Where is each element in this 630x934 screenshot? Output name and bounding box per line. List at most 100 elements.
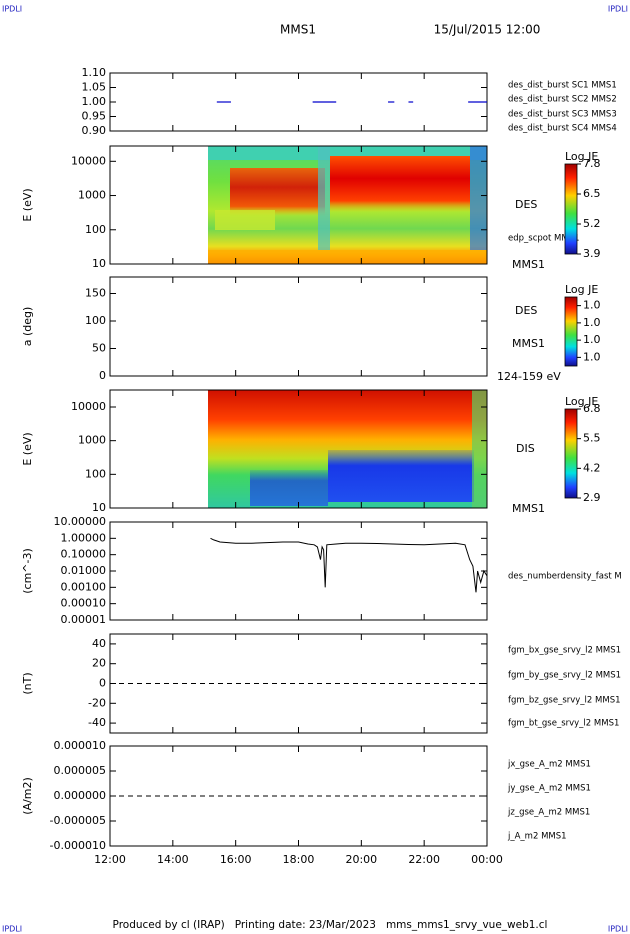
y-tick-label: 0.95: [82, 110, 107, 123]
colorbar: [564, 163, 578, 255]
panel-annotation: edp_scpot MMS1: [508, 234, 579, 244]
legend-entry: des_dist_burst SC2 MMS2: [508, 95, 617, 105]
y-tick-label: 0.00100: [61, 580, 107, 593]
legend-entry: jx_gse_A_m2 MMS1: [507, 760, 591, 770]
y-tick-label: 150: [85, 287, 106, 300]
x-tick-label: 16:00: [220, 853, 252, 866]
x-tick-label: 12:00: [94, 853, 126, 866]
y-axis-label: a (deg): [21, 307, 34, 347]
colorbar-tick-label: 7.8: [583, 157, 601, 170]
y-tick-label: 0.01000: [61, 564, 107, 577]
density-line: [210, 537, 488, 593]
y-tick-label: -0.000010: [50, 839, 106, 852]
des-spectrogram-image: [208, 146, 487, 264]
colorbar-tick-label: 5.5: [583, 432, 601, 445]
colorbar-title: Log JE: [565, 395, 598, 408]
colorbar: [564, 408, 578, 499]
y-tick-label: 20: [92, 657, 106, 670]
corner-label: IPDLI: [2, 925, 22, 934]
y-axis-label: (cm^-3): [21, 548, 34, 594]
colorbar-tick-label: 2.9: [583, 491, 601, 504]
y-tick-label: 50: [92, 342, 106, 355]
y-tick-label: -0.000005: [50, 814, 106, 827]
legend-entry: des_dist_burst SC1 MMS1: [508, 81, 617, 91]
colorbar-title: Log JE: [565, 150, 598, 163]
colorbar-title: Log JE: [565, 283, 598, 296]
legend-entry: fgm_bz_gse_srvy_l2 MMS1: [508, 696, 621, 706]
legend-entry: des_numberdensity_fast M: [508, 572, 622, 582]
y-axis-label: (nT): [21, 672, 34, 694]
colorbar-tick-label: 4.2: [583, 461, 601, 474]
y-tick-label: 10000: [71, 154, 106, 167]
y-tick-label: 100: [85, 223, 106, 236]
y-tick-label: 1.10: [82, 66, 107, 79]
panel-frame: [109, 521, 488, 621]
y-tick-label: 0.00010: [61, 597, 107, 610]
panel-frame: [109, 276, 488, 377]
y-tick-label: 40: [92, 637, 106, 650]
colorbar-tick-label: 6.8: [583, 402, 601, 415]
corner-label: IPDLI: [608, 925, 628, 934]
panel-annotation: MMS1: [512, 258, 545, 271]
y-tick-label: 0: [99, 369, 106, 382]
y-tick-label: 100: [85, 467, 106, 480]
y-tick-label: 1.00: [82, 95, 107, 108]
colorbar-tick-label: 5.2: [583, 217, 601, 230]
legend-entry: j_A_m2 MMS1: [507, 832, 567, 842]
y-axis-label: E (eV): [21, 188, 34, 221]
colorbar-tick-label: 3.9: [583, 247, 601, 260]
y-tick-label: 1000: [78, 434, 106, 447]
colorbar-tick-label: 1.0: [583, 316, 601, 329]
y-tick-label: 0.000005: [54, 764, 107, 777]
panel-annotation: DES: [515, 304, 537, 317]
y-tick-label: 0.00001: [61, 613, 107, 626]
corner-label: IPDLI: [608, 5, 628, 14]
panel-annotation: DIS: [516, 442, 535, 455]
footer: Produced by cl (IRAP) Printing date: 23/…: [113, 919, 548, 931]
x-tick-label: 20:00: [345, 853, 377, 866]
colorbar-tick-label: 6.5: [583, 187, 601, 200]
x-tick-label: 14:00: [157, 853, 189, 866]
y-tick-label: 0.000000: [54, 789, 107, 802]
y-tick-label: 0: [99, 677, 106, 690]
y-tick-label: 10: [92, 501, 106, 514]
panel-annotation: MMS1: [512, 337, 545, 350]
y-tick-label: -20: [88, 696, 106, 709]
y-tick-label: 1.05: [82, 81, 107, 94]
legend-entry: fgm_bt_gse_srvy_l2 MMS1: [508, 719, 619, 729]
y-tick-label: 0.90: [82, 124, 107, 137]
y-tick-label: 100: [85, 314, 106, 327]
y-tick-label: 10: [92, 257, 106, 270]
y-tick-label: 0.10000: [61, 548, 107, 561]
panel-annotation: DES: [515, 198, 537, 211]
x-tick-label: 18:00: [283, 853, 315, 866]
panel-annotation: MMS1: [512, 502, 545, 515]
y-tick-label: 0.000010: [54, 739, 107, 752]
colorbar-tick-label: 1.0: [583, 299, 601, 312]
date: 15/Jul/2015 12:00: [434, 23, 541, 37]
dis-spectrogram-image: [208, 390, 487, 508]
legend-entry: des_dist_burst SC3 MMS3: [508, 110, 617, 120]
x-tick-label: 00:00: [471, 853, 503, 866]
legend-entry: des_dist_burst SC4 MMS4: [508, 124, 617, 134]
corner-label: IPDLI: [2, 5, 22, 14]
y-axis-label: (A/m2): [21, 777, 34, 815]
y-tick-label: 10000: [71, 400, 106, 413]
y-tick-label: 1.00000: [61, 531, 107, 544]
legend-entry: fgm_by_gse_srvy_l2 MMS1: [508, 671, 621, 681]
legend-entry: jy_gse_A_m2 MMS1: [507, 784, 591, 794]
colorbar-tick-label: 1.0: [583, 333, 601, 346]
panel-frame: [109, 72, 488, 132]
legend-entry: fgm_bx_gse_srvy_l2 MMS1: [508, 646, 621, 656]
colorbar: [564, 296, 578, 367]
title: MMS1: [280, 23, 316, 37]
colorbar-tick-label: 1.0: [583, 350, 601, 363]
panel-annotation: 124-159 eV: [497, 370, 561, 383]
y-tick-label: 10.00000: [54, 515, 107, 528]
y-tick-label: 1000: [78, 189, 106, 202]
y-tick-label: -40: [88, 716, 106, 729]
x-tick-label: 22:00: [408, 853, 440, 866]
legend-entry: jz_gse_A_m2 MMS1: [507, 808, 590, 818]
y-axis-label: E (eV): [21, 432, 34, 465]
